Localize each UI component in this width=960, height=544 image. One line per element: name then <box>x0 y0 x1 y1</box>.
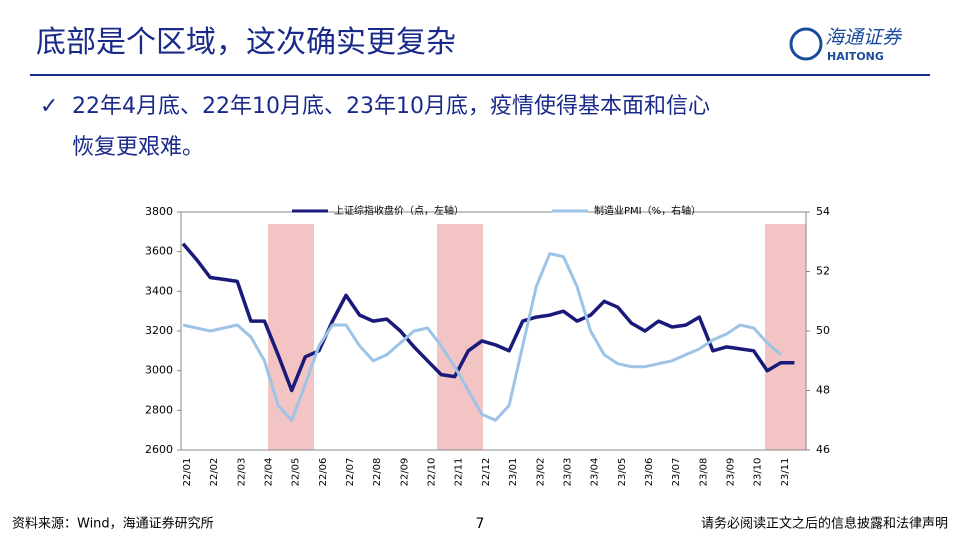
check: ✓ <box>40 94 58 119</box>
x-tick-label: 23/01 <box>508 458 519 487</box>
x-tick-label: 22/02 <box>209 458 220 487</box>
y-tick-label: 3200 <box>145 324 173 337</box>
x-tick-label: 22/12 <box>481 458 492 487</box>
x-tick-label: 23/05 <box>617 458 628 487</box>
legend-label: 制造业PMI（%，右轴） <box>594 204 701 217</box>
x-tick-label: 22/04 <box>264 458 275 487</box>
series-line <box>182 252 782 422</box>
x-tick-label: 23/02 <box>535 458 546 487</box>
x-tick-label: 22/06 <box>318 458 329 487</box>
logo-cn: 海通证券 <box>825 27 903 49</box>
highlight-span <box>268 224 314 450</box>
y-tick-label: 3000 <box>145 364 173 377</box>
series-line <box>181 242 795 393</box>
bullet-line: 22年4月底、22年10月底、23年10月底，疫情使得基本面和信心 <box>72 94 710 119</box>
x-tick-label: 22/07 <box>345 458 356 487</box>
source: 资料来源：Wind，海通证券研究所 <box>12 516 214 532</box>
y2-tick-label: 54 <box>816 205 830 218</box>
x-tick-label: 22/03 <box>236 458 247 487</box>
y-tick-label: 2800 <box>145 403 173 416</box>
x-tick-label: 22/09 <box>399 458 410 487</box>
y2-tick-label: 50 <box>816 324 830 337</box>
y2-tick-label: 52 <box>816 265 830 278</box>
x-tick-label: 22/11 <box>454 458 465 487</box>
chart: 2600 2800 3000 3200 3400 3600 3800 46 48 50 52 54 22… <box>145 204 830 486</box>
x-tick-label: 23/06 <box>644 458 655 487</box>
legend-label: 上证综指收盘价（点，左轴） <box>334 204 464 217</box>
logo-icon <box>789 27 823 61</box>
x-tick-label: 22/01 <box>182 458 193 487</box>
x-tick-label: 22/10 <box>427 458 438 487</box>
highlight-span <box>437 224 483 450</box>
x-tick-label: 22/08 <box>372 458 383 487</box>
disclaimer: 请务必阅读正文之后的信息披露和法律声明 <box>701 516 948 532</box>
y2-tick-label: 46 <box>816 443 830 456</box>
bullet-line: 恢复更艰难。 <box>72 135 204 160</box>
x-tick-label: 22/05 <box>291 458 302 487</box>
y-tick-label: 2600 <box>145 443 173 456</box>
x-tick-label: 23/07 <box>671 458 682 487</box>
x-tick-label: 23/09 <box>725 458 736 487</box>
logo-en: HAITONG <box>827 50 884 63</box>
x-tick-label: 23/10 <box>753 458 764 487</box>
y2-tick-label: 48 <box>816 384 830 397</box>
x-tick-label: 23/08 <box>698 458 709 487</box>
highlight-span <box>765 224 806 450</box>
y-tick-label: 3400 <box>145 284 173 297</box>
x-tick-label: 23/11 <box>780 458 791 487</box>
page-number: 7 <box>476 516 485 532</box>
x-tick-label: 23/03 <box>562 458 573 487</box>
title: 底部是个区域，这次确实更复杂 <box>36 25 456 60</box>
y-tick-label: 3800 <box>145 205 173 218</box>
y-tick-label: 3600 <box>145 245 173 258</box>
x-tick-label: 23/04 <box>590 458 601 487</box>
